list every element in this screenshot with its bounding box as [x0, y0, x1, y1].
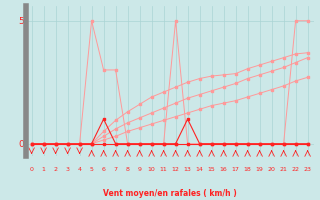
- X-axis label: Vent moyen/en rafales ( km/h ): Vent moyen/en rafales ( km/h ): [103, 189, 236, 198]
